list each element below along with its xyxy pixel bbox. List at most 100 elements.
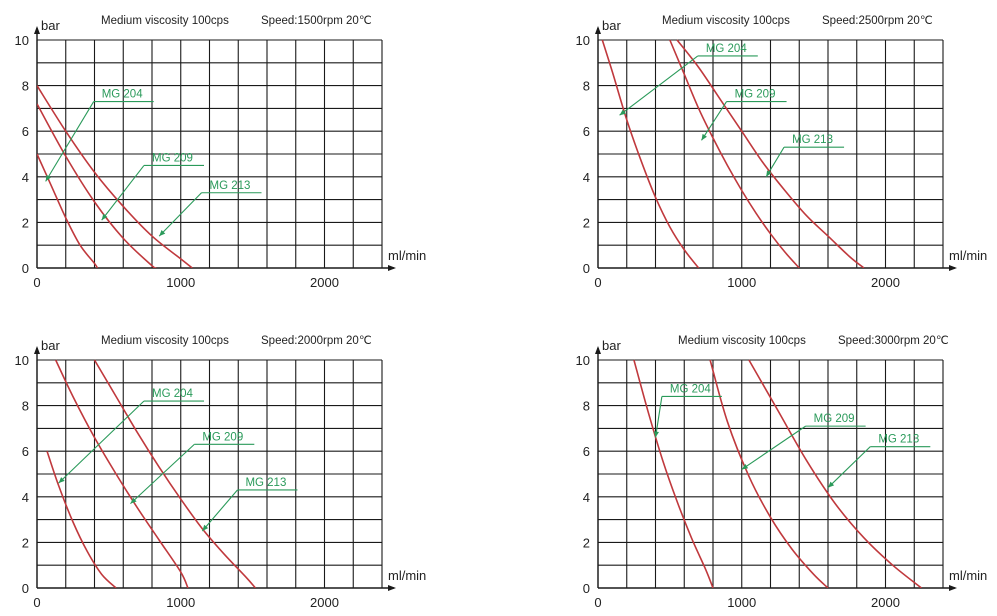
annotation-leader (201, 489, 238, 532)
annotation-label: MG 213 (210, 180, 251, 192)
y-axis-label: bar (602, 338, 621, 353)
annotation-leader (654, 396, 663, 438)
annotation-leader (701, 101, 728, 141)
y-axis-label: bar (41, 338, 60, 353)
series-line-mg-213 (93, 359, 257, 588)
annotation-arrow-icon (653, 431, 659, 438)
annotation-arrow-icon (701, 133, 707, 141)
annotation-arrow-icon (130, 497, 137, 504)
annotation-label: MG 213 (792, 134, 833, 146)
x-tick-label: 1000 (166, 595, 195, 610)
annotation-leader (741, 425, 806, 470)
chart-title: Medium viscosity 100cps (662, 15, 790, 27)
y-tick-label: 4 (583, 170, 590, 185)
y-tick-label: 8 (22, 79, 29, 94)
series-line-mg-209 (54, 359, 189, 588)
chart-title: Medium viscosity 100cps (101, 15, 229, 27)
annotation-leader (827, 446, 871, 489)
y-tick-label: 4 (583, 490, 590, 505)
y-tick-label: 10 (576, 33, 590, 48)
series-curves (601, 39, 865, 268)
y-tick-label: 8 (583, 399, 590, 414)
y-tick-label: 10 (576, 353, 590, 368)
series-line-mg-213 (748, 359, 922, 588)
x-tick-label: 1000 (166, 275, 195, 290)
annotation: MG 204 (619, 43, 758, 116)
annotation: MG 213 (158, 180, 262, 237)
y-tick-label: 2 (22, 215, 29, 230)
x-tick-label: 0 (594, 595, 601, 610)
annotation-arrow-icon (619, 109, 626, 116)
annotation-label: MG 209 (202, 431, 243, 443)
chart-panel-1: 0 2 4 6 8 10 0 1000 2000 bar ml/min Medium viscosit… (15, 15, 427, 290)
annotation-label: MG 213 (245, 477, 286, 489)
x-tick-label: 1000 (727, 595, 756, 610)
annotation-arrow-icon (741, 463, 749, 470)
y-tick-label: 6 (583, 444, 590, 459)
annotation-leader (45, 101, 95, 182)
chart-subtitle: Speed:2000rpm 20℃ (261, 335, 372, 347)
annotation-label: MG 209 (735, 89, 776, 101)
x-axis-arrow-icon (388, 585, 396, 591)
annotation: MG 204 (45, 89, 154, 182)
annotation: MG 209 (741, 413, 866, 470)
x-tick-label: 0 (594, 275, 601, 290)
y-tick-label: 8 (22, 399, 29, 414)
y-axis-arrow-icon (595, 26, 601, 34)
annotation-arrow-icon (45, 174, 51, 182)
chart-panel-3: 0 2 4 6 8 10 0 1000 2000 bar ml/min Medium viscosit… (15, 335, 427, 610)
chart-panel-2: 0 2 4 6 8 10 0 1000 2000 bar ml/min Medium viscosit… (576, 15, 988, 290)
y-tick-label: 8 (583, 79, 590, 94)
x-axis-arrow-icon (949, 265, 957, 271)
x-tick-label: 2000 (310, 275, 339, 290)
y-axis-label: bar (602, 18, 621, 33)
chart-title: Medium viscosity 100cps (101, 335, 229, 347)
y-tick-label: 0 (22, 261, 29, 276)
grid (36, 39, 383, 269)
y-axis-arrow-icon (34, 346, 40, 354)
series-curves (46, 359, 257, 588)
series-line-mg-204 (601, 39, 700, 268)
annotation-leader (130, 443, 195, 505)
annotation: MG 209 (701, 89, 787, 141)
y-tick-label: 0 (22, 581, 29, 596)
x-axis-label: ml/min (388, 568, 426, 583)
annotation-arrow-icon (159, 229, 166, 237)
annotation: MG 213 (765, 134, 845, 178)
series-line-mg-204 (37, 153, 99, 268)
x-axis-label: ml/min (949, 248, 987, 263)
annotation-label: MG 209 (814, 413, 855, 425)
chart-subtitle: Speed:2500rpm 20℃ (822, 15, 933, 27)
y-tick-label: 2 (583, 215, 590, 230)
y-tick-label: 6 (22, 444, 29, 459)
annotation-leader (158, 192, 202, 237)
x-tick-label: 2000 (871, 595, 900, 610)
annotation: MG 204 (58, 388, 204, 484)
annotation-arrow-icon (58, 477, 65, 484)
annotation-arrow-icon (766, 170, 772, 177)
annotation-label: MG 204 (152, 388, 194, 400)
series-line-mg-209 (37, 103, 157, 268)
y-tick-label: 0 (583, 581, 590, 596)
annotation-label: MG 204 (670, 383, 712, 395)
x-tick-label: 2000 (310, 595, 339, 610)
chart-panel-4: 0 2 4 6 8 10 0 1000 2000 bar ml/min Medium viscosit… (576, 335, 988, 610)
chart-subtitle: Speed:3000rpm 20℃ (838, 335, 949, 347)
chart-title: Medium viscosity 100cps (678, 335, 806, 347)
annotation: MG 209 (101, 152, 204, 221)
x-tick-label: 0 (33, 275, 40, 290)
y-tick-label: 0 (583, 261, 590, 276)
grid (597, 359, 944, 589)
y-tick-label: 2 (583, 535, 590, 550)
y-tick-label: 4 (22, 490, 29, 505)
annotation-label: MG 204 (706, 43, 748, 55)
y-tick-label: 10 (15, 353, 29, 368)
chart-subtitle: Speed:1500rpm 20℃ (261, 15, 372, 27)
annotation: MG 209 (130, 431, 255, 505)
x-axis-arrow-icon (949, 585, 957, 591)
annotation-label: MG 204 (102, 89, 144, 101)
annotation-arrow-icon (828, 481, 835, 488)
y-tick-label: 2 (22, 535, 29, 550)
annotation: MG 213 (827, 434, 931, 489)
y-tick-label: 6 (22, 124, 29, 139)
